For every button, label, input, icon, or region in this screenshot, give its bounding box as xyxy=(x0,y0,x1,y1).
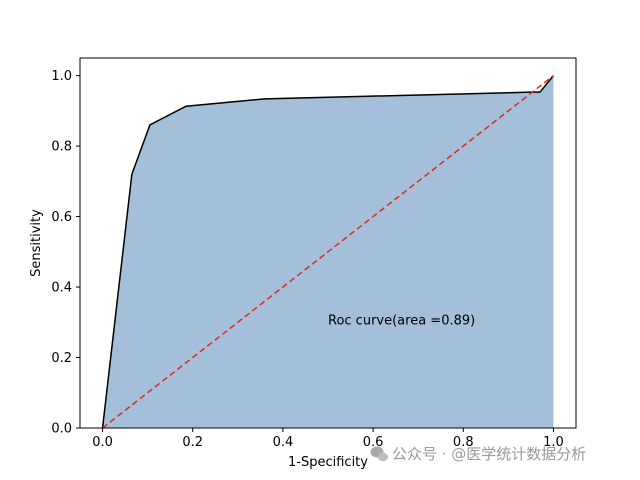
y-tick-label: 0.4 xyxy=(51,281,72,296)
x-tick-label: 0.6 xyxy=(363,435,384,450)
y-tick-label: 0.6 xyxy=(51,210,72,225)
roc-curve-line xyxy=(101,75,555,429)
y-axis-ticks: 0.0 0.2 0.4 0.6 0.8 1.0 xyxy=(51,69,80,437)
watermark: 公众号 · @医学统计数据分析 xyxy=(370,445,586,463)
x-axis-label: 1-Specificity xyxy=(288,455,368,470)
y-tick-label: 0.8 xyxy=(51,140,72,155)
x-tick-label: 0.4 xyxy=(273,435,294,450)
x-tick-label: 1.0 xyxy=(543,435,564,450)
plot-frame xyxy=(79,57,577,429)
x-tick-label: 0.8 xyxy=(453,435,474,450)
x-axis-ticks: 0.0 0.2 0.4 0.6 0.8 1.0 xyxy=(92,428,564,450)
x-tick-label: 0.2 xyxy=(182,435,203,450)
y-tick-label: 1.0 xyxy=(51,69,72,84)
watermark-text: 公众号 · @医学统计数据分析 xyxy=(392,445,586,463)
y-tick-label: 0.0 xyxy=(51,422,72,437)
y-tick-label: 0.2 xyxy=(51,351,72,366)
x-tick-label: 0.0 xyxy=(92,435,113,450)
y-axis-label: Sensitivity xyxy=(29,209,44,277)
wechat-icon xyxy=(370,446,388,462)
auc-annotation: Roc curve(area =0.89) xyxy=(328,313,475,328)
reference-diagonal-line xyxy=(102,75,554,429)
